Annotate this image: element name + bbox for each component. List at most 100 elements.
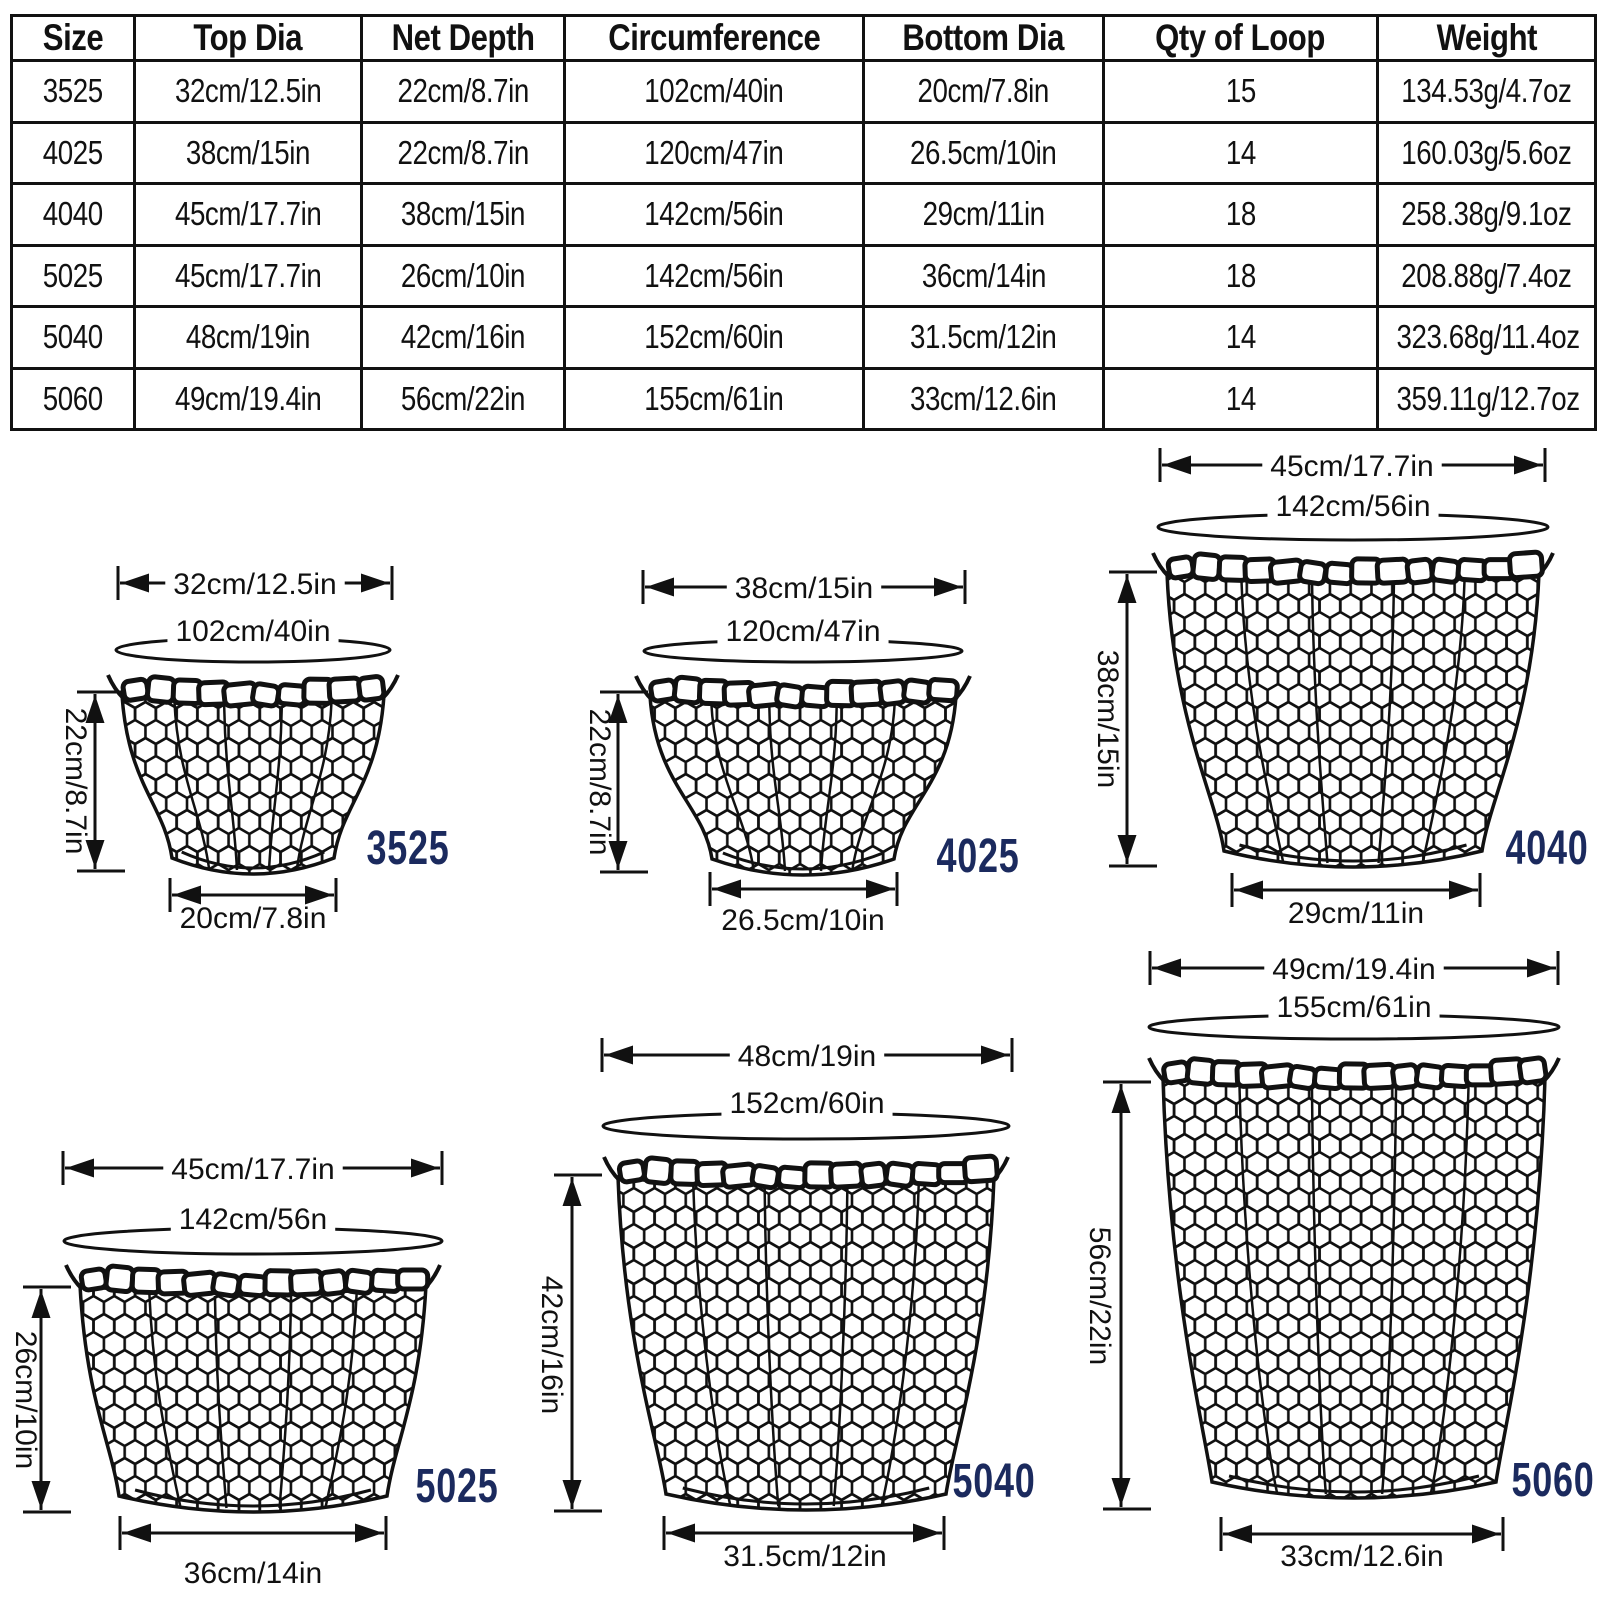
top-dia-label: 45cm/17.7in <box>171 1153 334 1186</box>
net-depth-label: 22cm/8.7in <box>583 709 616 856</box>
column-header-top-dia: Top Dia <box>133 14 363 62</box>
cell-top-dia: 45cm/17.7in <box>133 182 363 247</box>
cell-bottom-dia: 26.5cm/10in <box>862 120 1105 185</box>
size-code: 3525 <box>366 821 449 874</box>
cell-weight: 323.68g/11.4oz <box>1376 305 1597 370</box>
cell-weight: 359.11g/12.7oz <box>1376 366 1597 431</box>
cell-size: 4040 <box>10 182 136 247</box>
circumference-label: 142cm/56n <box>179 1203 327 1236</box>
circumference-label: 155cm/61in <box>1276 991 1431 1024</box>
top-dia-label: 49cm/19.4in <box>1272 953 1435 986</box>
table-row-5040: 5040 48cm/19in 42cm/16in 152cm/60in 31.5… <box>10 305 1597 370</box>
cell-top-dia: 49cm/19.4in <box>133 366 363 431</box>
net-depth-label: 22cm/8.7in <box>59 708 92 855</box>
column-header-circumference: Circumference <box>563 14 865 62</box>
cell-bottom-dia: 33cm/12.6in <box>862 366 1105 431</box>
cell-size: 4025 <box>10 120 136 185</box>
top-dia-label: 38cm/15in <box>735 572 873 605</box>
cell-size: 5040 <box>10 305 136 370</box>
cell-qty-of-loop: 18 <box>1102 182 1379 247</box>
top-dia-label: 32cm/12.5in <box>173 568 336 601</box>
top-dia-label: 45cm/17.7in <box>1270 450 1433 483</box>
cell-bottom-dia: 29cm/11in <box>862 182 1105 247</box>
cell-top-dia: 45cm/17.7in <box>133 243 363 308</box>
table-row-5025: 5025 45cm/17.7in 26cm/10in 142cm/56in 36… <box>10 243 1597 308</box>
cell-net-depth: 38cm/15in <box>360 182 566 247</box>
cell-net-depth: 42cm/16in <box>360 305 566 370</box>
cell-size: 5025 <box>10 243 136 308</box>
bottom-dia-label: 26.5cm/10in <box>721 904 884 937</box>
net-figure-5060: 49cm/19.4in 155cm/61in 56cm/22in 33cm/12… <box>1083 951 1594 1573</box>
size-code: 5040 <box>952 1454 1035 1507</box>
size-code: 4025 <box>936 829 1019 882</box>
column-header-weight: Weight <box>1376 14 1597 62</box>
column-header-bottom-dia: Bottom Dia <box>862 14 1105 62</box>
cell-top-dia: 32cm/12.5in <box>133 59 363 124</box>
dimension-graphics <box>23 448 1561 1551</box>
table-row-3525: 3525 32cm/12.5in 22cm/8.7in 102cm/40in 2… <box>10 59 1597 124</box>
cell-weight: 208.88g/7.4oz <box>1376 243 1597 308</box>
table-row-4040: 4040 45cm/17.7in 38cm/15in 142cm/56in 29… <box>10 182 1597 247</box>
net-figure-4025: 38cm/15in 120cm/47in 22cm/8.7in 26.5cm/1… <box>583 570 1019 937</box>
cell-qty-of-loop: 14 <box>1102 305 1379 370</box>
cell-circumference: 152cm/60in <box>563 305 865 370</box>
top-dia-label: 48cm/19in <box>738 1040 876 1073</box>
svg-text:5060: 5060 <box>1511 1453 1594 1506</box>
cell-net-depth: 22cm/8.7in <box>360 120 566 185</box>
cell-bottom-dia: 36cm/14in <box>862 243 1105 308</box>
net-depth-label: 26cm/10in <box>9 1331 42 1469</box>
table-row-5060: 5060 49cm/19.4in 56cm/22in 155cm/61in 33… <box>10 366 1597 431</box>
cell-net-depth: 56cm/22in <box>360 366 566 431</box>
cell-net-depth: 22cm/8.7in <box>360 59 566 124</box>
cell-weight: 160.03g/5.6oz <box>1376 120 1597 185</box>
column-header-qty-of-loop: Qty of Loop <box>1102 14 1379 62</box>
circumference-label: 152cm/60in <box>729 1087 884 1120</box>
size-code: 5025 <box>415 1459 498 1512</box>
cell-size: 3525 <box>10 59 136 124</box>
bottom-dia-label: 31.5cm/12in <box>723 1540 886 1573</box>
cell-qty-of-loop: 14 <box>1102 366 1379 431</box>
column-header-size: Size <box>10 14 136 62</box>
cell-qty-of-loop: 15 <box>1102 59 1379 124</box>
circumference-label: 120cm/47in <box>725 615 880 648</box>
svg-text:3525: 3525 <box>366 821 449 874</box>
net-figure-3525: 32cm/12.5in 102cm/40in 22cm/8.7in 20cm/7… <box>59 566 449 935</box>
table-row-4025: 4025 38cm/15in 22cm/8.7in 120cm/47in 26.… <box>10 120 1597 185</box>
svg-text:4025: 4025 <box>936 829 1019 882</box>
size-code: 5060 <box>1511 1453 1594 1506</box>
circumference-label: 102cm/40in <box>175 615 330 648</box>
cell-size: 5060 <box>10 366 136 431</box>
bottom-dia-label: 20cm/7.8in <box>180 902 327 935</box>
cell-qty-of-loop: 14 <box>1102 120 1379 185</box>
net-figure-4040: 45cm/17.7in 142cm/56in 38cm/15in 29cm/11… <box>1091 448 1588 930</box>
cell-circumference: 120cm/47in <box>563 120 865 185</box>
cell-top-dia: 38cm/15in <box>133 120 363 185</box>
circumference-label: 142cm/56in <box>1275 490 1430 523</box>
cell-top-dia: 48cm/19in <box>133 305 363 370</box>
table-header-row: Size Top Dia Net Depth Circumference Bot… <box>10 14 1597 62</box>
bottom-dia-label: 29cm/11in <box>1288 897 1424 930</box>
cell-bottom-dia: 20cm/7.8in <box>862 59 1105 124</box>
cell-bottom-dia: 31.5cm/12in <box>862 305 1105 370</box>
bottom-dia-label: 36cm/14in <box>184 1557 322 1590</box>
svg-text:5025: 5025 <box>415 1459 498 1512</box>
column-header-net-depth: Net Depth <box>360 14 566 62</box>
cell-circumference: 142cm/56in <box>563 243 865 308</box>
spec-table: Size Top Dia Net Depth Circumference Bot… <box>10 14 1597 431</box>
net-depth-label: 42cm/16in <box>535 1276 568 1414</box>
net-figure-5025: 45cm/17.7in 142cm/56n 26cm/10in 36cm/14i… <box>9 1151 498 1590</box>
net-figure-5040: 48cm/19in 152cm/60in 42cm/16in 31.5cm/12… <box>535 1038 1035 1573</box>
cell-circumference: 102cm/40in <box>563 59 865 124</box>
cell-circumference: 155cm/61in <box>563 366 865 431</box>
net-depth-label: 38cm/15in <box>1091 650 1124 788</box>
svg-text:4040: 4040 <box>1505 821 1588 874</box>
cell-qty-of-loop: 18 <box>1102 243 1379 308</box>
cell-weight: 134.53g/4.7oz <box>1376 59 1597 124</box>
svg-text:5040: 5040 <box>952 1454 1035 1507</box>
cell-weight: 258.38g/9.1oz <box>1376 182 1597 247</box>
size-code: 4040 <box>1505 821 1588 874</box>
bottom-dia-label: 33cm/12.6in <box>1280 1540 1443 1573</box>
net-depth-label: 56cm/22in <box>1083 1227 1116 1365</box>
